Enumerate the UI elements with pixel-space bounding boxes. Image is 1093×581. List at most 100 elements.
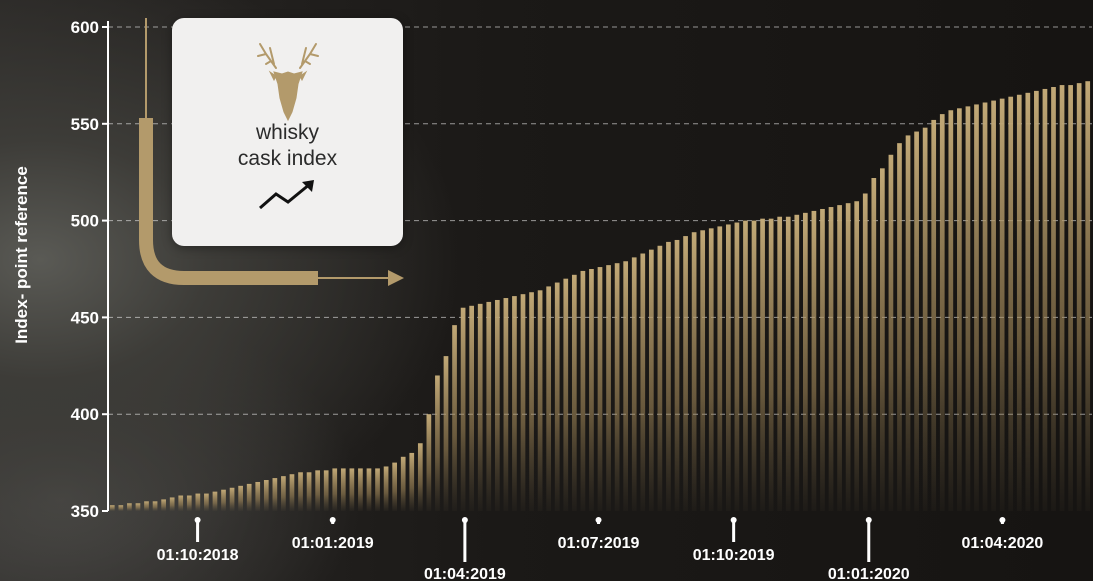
bar: [494, 299, 500, 511]
y-tick-label: 350: [71, 502, 99, 521]
bars: [109, 81, 1091, 512]
logo-text-line1: whisky: [255, 121, 319, 144]
bar: [520, 294, 526, 511]
bar: [169, 497, 175, 511]
bar: [580, 270, 586, 511]
bar: [640, 253, 646, 511]
bar: [512, 296, 517, 511]
x-tick-dot: [730, 517, 737, 523]
bar: [648, 249, 654, 511]
y-tick-labels: 350 400 450 500 550 600: [71, 18, 108, 521]
bar: [691, 232, 697, 511]
bar: [469, 305, 475, 511]
bar: [734, 222, 740, 511]
bar: [229, 487, 235, 511]
x-tick-dot: [595, 517, 602, 523]
y-tick-label: 400: [71, 405, 99, 424]
bar: [144, 501, 149, 511]
bar: [281, 476, 286, 511]
bar: [657, 245, 663, 511]
bar: [837, 205, 842, 511]
bar: [460, 307, 466, 511]
bar: [186, 495, 192, 511]
bar: [948, 110, 954, 512]
bar: [777, 216, 783, 511]
bar: [554, 282, 560, 511]
x-tick-dot: [194, 517, 201, 523]
bar: [486, 301, 492, 511]
bar: [939, 114, 945, 512]
bar: [529, 292, 534, 511]
bar: [571, 274, 577, 511]
bar: [974, 104, 979, 511]
bar: [828, 207, 834, 511]
bar: [914, 131, 919, 511]
bar: [897, 143, 902, 511]
x-tick-dot: [865, 517, 872, 523]
bar: [315, 470, 320, 511]
stag-head-icon: [257, 43, 319, 122]
trend-up-arrow-icon: [259, 180, 314, 210]
bar: [546, 286, 552, 511]
bar: [255, 481, 261, 511]
logo-text-line2: cask index: [237, 147, 338, 170]
bar: [392, 462, 397, 511]
x-tick-label: 01:07:2019: [558, 535, 640, 552]
bar: [931, 119, 937, 511]
bar: [109, 505, 115, 511]
bar: [820, 208, 825, 511]
x-tick-label: 01:01:2019: [292, 535, 374, 552]
bar: [717, 226, 723, 511]
x-tick-label: 01:10:2018: [157, 547, 239, 564]
bar: [1085, 81, 1091, 511]
x-tick-dot: [461, 517, 468, 523]
bar: [340, 468, 346, 511]
y-axis-title: Index- point reference: [12, 166, 31, 344]
x-tick-dot: [329, 517, 336, 523]
bar: [152, 501, 158, 511]
bar: [323, 470, 329, 511]
bar: [803, 212, 808, 511]
bar: [862, 193, 868, 511]
bar: [845, 203, 851, 511]
bar: [708, 228, 714, 511]
bar: [537, 290, 543, 511]
bar: [195, 493, 201, 511]
bar: [135, 503, 141, 511]
bar: [597, 267, 603, 511]
bar: [880, 168, 885, 511]
bar: [118, 505, 124, 511]
bar: [366, 468, 372, 511]
bar: [503, 298, 509, 511]
bar: [922, 127, 928, 511]
bar: [127, 503, 132, 511]
y-tick-label: 600: [71, 18, 99, 37]
bar: [178, 495, 184, 511]
bar: [700, 230, 706, 511]
x-tick-label: 01:04:2020: [961, 535, 1043, 552]
y-tick-label: 450: [71, 308, 99, 327]
y-tick-label: 550: [71, 115, 99, 134]
bar: [306, 472, 312, 511]
bar: [991, 100, 996, 512]
bar: [563, 278, 569, 511]
bar: [1068, 85, 1073, 511]
bar: [794, 214, 800, 512]
bar: [435, 375, 440, 511]
bar: [751, 220, 757, 511]
bar: [298, 472, 303, 511]
bar: [289, 474, 295, 511]
bar: [811, 210, 817, 512]
bar: [785, 216, 791, 511]
bar: [1042, 88, 1048, 512]
x-tick-label: 01:10:2019: [693, 547, 775, 564]
bar: [221, 489, 226, 511]
bar: [212, 491, 218, 511]
bar: [443, 356, 449, 511]
x-tick-labels: 01:10:2018 01:01:2019 01:04:2019 01:07:2019…: [157, 517, 1043, 581]
bar: [674, 239, 680, 511]
x-tick-label: 01:04:2019: [424, 566, 506, 581]
bar: [1051, 87, 1056, 512]
